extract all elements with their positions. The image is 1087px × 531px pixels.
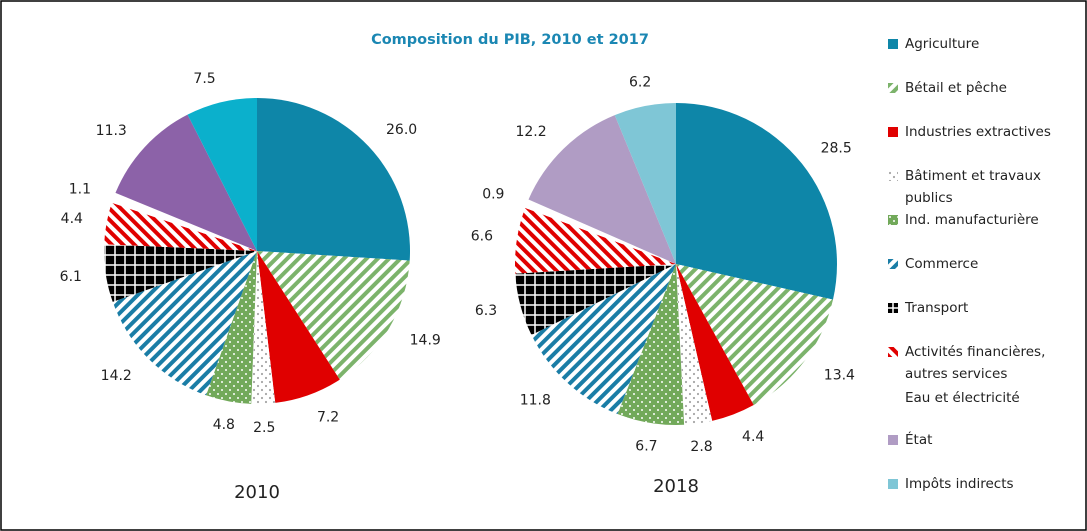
pie-slice (187, 98, 257, 251)
legend-label: Industries extractives (905, 124, 1051, 140)
data-label: 12.2 (515, 124, 546, 140)
data-label: 13.4 (824, 367, 855, 383)
legend-swatch (888, 171, 898, 181)
data-label: 4.4 (61, 211, 83, 227)
pie-slice (257, 251, 340, 403)
data-label: 6.6 (471, 229, 493, 245)
pie-slice (676, 264, 713, 425)
pie-slice (528, 115, 676, 264)
legend-swatch (888, 303, 898, 313)
legend-item: Bâtiment et travaux publics (888, 165, 1078, 209)
legend-label: Ind. manufacturière (905, 212, 1039, 228)
legend-marker (888, 435, 898, 445)
legend-marker (888, 39, 898, 49)
pie-slice (525, 199, 676, 264)
data-label: 6.3 (475, 303, 497, 319)
legend-label: Transport (905, 300, 969, 316)
data-label: 2.5 (253, 420, 275, 436)
legend-marker (888, 215, 898, 225)
legend-swatch (888, 479, 898, 489)
data-label: 0.9 (482, 187, 504, 203)
pie-slice (104, 244, 257, 302)
pie-label: 2018 (653, 476, 699, 497)
legend-item: État (888, 429, 1078, 451)
data-label: 14.9 (410, 333, 441, 349)
pie-slice (676, 264, 754, 421)
legend-swatch (888, 347, 898, 357)
data-label: 7.5 (193, 71, 215, 87)
legend-item: Eau et électricité (888, 387, 1078, 409)
chart-title: Composition du PIB, 2010 et 2017 (371, 32, 649, 48)
legend-label: Activités financières, autres services (905, 344, 1046, 382)
data-label: 14.2 (101, 368, 132, 384)
data-label: 4.4 (742, 429, 764, 445)
legend-marker (888, 83, 898, 93)
legend-label: Commerce (905, 256, 979, 272)
pie-slice (112, 251, 258, 396)
data-label: 2.8 (690, 439, 712, 455)
data-label: 6.7 (635, 439, 657, 455)
legend-item: Agriculture (888, 33, 1078, 55)
legend-item: Activités financières, autres services (888, 341, 1078, 385)
legend-marker (888, 479, 898, 489)
legend-label: Agriculture (905, 36, 980, 52)
pie-slice (104, 202, 257, 251)
legend-label: Bétail et pêche (905, 80, 1007, 96)
legend-item: Transport (888, 297, 1078, 319)
legend-swatch (888, 435, 898, 445)
pie-slice (257, 251, 410, 380)
legend-label: Eau et électricité (905, 390, 1020, 407)
pie-slice (206, 251, 257, 404)
legend-marker (888, 171, 898, 181)
legend-label: Impôts indirects (905, 476, 1014, 492)
legend-label: État (905, 432, 933, 448)
legend-marker (888, 127, 898, 137)
legend-item: Commerce (888, 253, 1078, 275)
legend-item: Ind. manufacturière (888, 209, 1078, 231)
pie-slice (515, 264, 676, 335)
pie-slice (515, 207, 676, 274)
legend-item: Industries extractives (888, 121, 1078, 143)
pie-slice (676, 264, 833, 406)
data-label: 1.1 (69, 181, 91, 197)
data-label: 4.8 (213, 417, 235, 433)
pie-slice (614, 103, 676, 264)
pie-slice (617, 264, 685, 425)
pie-slice (251, 251, 276, 404)
legend-item: Bétail et pêche (888, 77, 1078, 99)
legend-swatch (888, 39, 898, 49)
pie-slice (676, 103, 837, 300)
data-label: 11.3 (96, 123, 127, 139)
data-label: 6.2 (629, 75, 651, 91)
legend-label: Bâtiment et travaux publics (905, 168, 1041, 206)
data-label: 11.8 (520, 392, 551, 408)
legend-swatch (888, 83, 898, 93)
pie-slice (115, 114, 257, 252)
legend-marker (888, 347, 898, 357)
pie-slice (257, 98, 410, 261)
data-label: 28.5 (821, 141, 852, 157)
data-label: 26.0 (386, 122, 417, 138)
legend-marker (888, 259, 898, 269)
legend-marker (888, 303, 898, 313)
pie-slice (111, 192, 257, 251)
data-label: 7.2 (317, 410, 339, 426)
legend-item: Impôts indirects (888, 473, 1078, 495)
legend-swatch (888, 215, 898, 225)
legend-swatch (888, 259, 898, 269)
pie-label: 2010 (234, 482, 280, 503)
legend-swatch (888, 127, 898, 137)
pie-slice (531, 264, 676, 415)
data-label: 6.1 (60, 269, 82, 285)
